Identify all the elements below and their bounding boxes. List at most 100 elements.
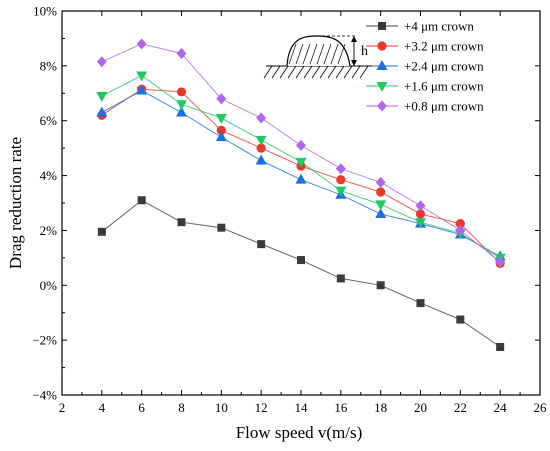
y-tick-label: 4% <box>40 168 58 183</box>
y-tick-label: −2% <box>32 333 57 348</box>
data-point <box>176 100 187 111</box>
legend-label: +3.2 μm crown <box>404 39 484 54</box>
series-5 <box>96 38 506 268</box>
inset-hatch <box>335 65 345 79</box>
legend: +4 μm crown +3.2 μm crown +2.4 μm crown +1.… <box>366 19 484 114</box>
data-point <box>215 131 227 142</box>
data-point <box>296 139 306 151</box>
legend-label: +0.8 μm crown <box>404 99 484 114</box>
x-tick-label: 14 <box>295 400 309 415</box>
series-group <box>96 38 506 351</box>
data-point <box>495 256 506 268</box>
height-label: h <box>361 44 368 59</box>
y-tick-label: 2% <box>40 223 58 238</box>
data-point <box>375 176 386 188</box>
data-point <box>136 71 148 82</box>
inset-hatch <box>288 43 297 65</box>
axes: 2 4 6 8 10 12 14 16 18 20 22 24 26−4%−2%0%2%4%6%8%10… <box>32 4 547 416</box>
legend-entry: +2.4 μm crown <box>366 59 484 74</box>
data-point <box>295 157 307 168</box>
x-tick-label: 20 <box>414 400 427 415</box>
series-1 <box>97 196 505 351</box>
x-tick-label: 16 <box>334 400 348 415</box>
series-line <box>101 89 501 257</box>
data-point <box>136 38 147 50</box>
data-point <box>176 87 187 97</box>
inset-hatch <box>271 65 281 79</box>
x-tick-label: 6 <box>138 400 145 415</box>
inset-hatch <box>295 43 304 65</box>
inset-hatch <box>323 43 332 65</box>
data-point <box>96 92 108 103</box>
x-tick-label: 2 <box>59 400 66 415</box>
legend-marker <box>376 60 388 70</box>
data-point <box>255 154 267 165</box>
data-point <box>177 218 186 227</box>
data-point <box>415 200 426 212</box>
data-point <box>136 84 148 95</box>
inset-hatch <box>327 65 337 79</box>
legend-entry: +1.6 μm crown <box>366 79 484 94</box>
arrow-head-down-icon <box>351 60 357 66</box>
data-point <box>216 125 226 135</box>
inset-hatch <box>287 65 297 79</box>
x-tick-label: 24 <box>494 400 508 415</box>
data-point <box>456 315 465 324</box>
data-point <box>376 187 386 197</box>
data-point <box>216 93 227 105</box>
x-axis-title: Flow speed v(m/s) <box>236 423 363 442</box>
data-point <box>176 106 187 117</box>
data-point <box>97 227 106 236</box>
data-point <box>256 112 267 124</box>
data-point <box>376 281 385 290</box>
data-point <box>257 240 266 249</box>
legend-label: +2.4 μm crown <box>404 59 484 74</box>
y-tick-label: 8% <box>40 58 58 73</box>
x-tick-label: 10 <box>215 400 228 415</box>
data-point <box>416 299 425 308</box>
inset-hatch <box>302 43 311 65</box>
data-point <box>176 48 187 60</box>
data-point <box>375 200 387 211</box>
y-tick-label: 6% <box>40 113 58 128</box>
data-point <box>96 106 108 117</box>
inset-hatch <box>330 43 339 65</box>
inset-hatch <box>337 43 346 65</box>
legend-label: +4 μm crown <box>404 19 474 34</box>
x-tick-label: 18 <box>374 400 387 415</box>
y-tick-label: −4% <box>32 388 57 403</box>
inset-hatch <box>303 65 313 79</box>
data-point <box>455 218 465 229</box>
legend-entry: +0.8 μm crown <box>366 99 484 114</box>
y-tick-label: 10% <box>33 4 57 19</box>
x-tick-label: 8 <box>178 400 185 415</box>
data-point <box>255 135 267 146</box>
inset-hatch <box>311 65 321 79</box>
legend-marker <box>377 100 387 112</box>
data-point <box>297 256 305 265</box>
data-point <box>496 343 505 351</box>
y-axis-title: Drag reduction rate <box>6 137 25 269</box>
data-point <box>256 143 266 153</box>
legend-label: +1.6 μm crown <box>404 79 484 94</box>
legend-marker <box>377 41 387 51</box>
data-point <box>217 223 226 232</box>
data-point <box>137 196 146 205</box>
data-point <box>336 274 345 283</box>
inset-hatch <box>316 43 325 65</box>
inset-hatch <box>295 65 305 79</box>
legend-entry: +4 μm crown <box>366 19 474 34</box>
data-point <box>375 207 387 218</box>
x-tick-label: 4 <box>99 400 106 415</box>
data-point <box>415 218 426 229</box>
data-point <box>335 163 346 175</box>
x-tick-label: 22 <box>454 400 467 415</box>
inset-hatch <box>279 65 289 79</box>
data-point <box>295 173 307 184</box>
data-point <box>336 175 346 185</box>
y-tick-label: 0% <box>40 278 58 293</box>
inset-hatch <box>319 65 329 79</box>
inset-hatch <box>359 65 369 79</box>
